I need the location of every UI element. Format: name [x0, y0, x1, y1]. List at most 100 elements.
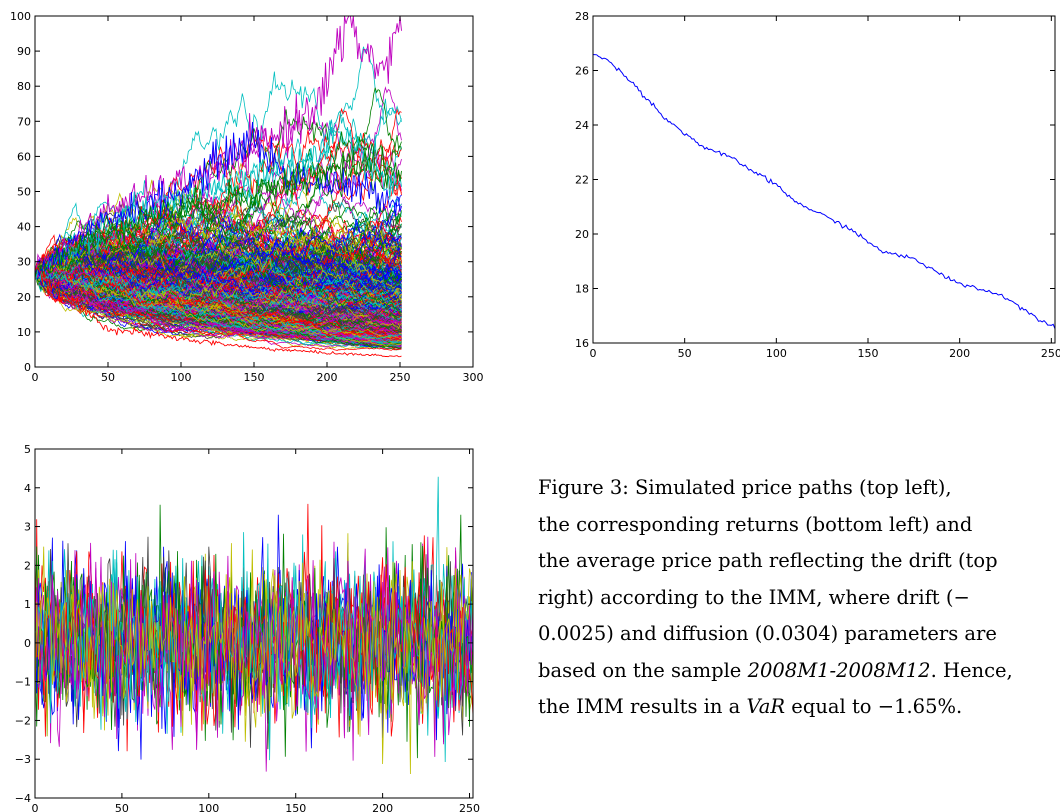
x-tick-label: 150 — [285, 802, 306, 812]
y-tick-label: 2 — [24, 559, 31, 572]
y-tick-label: −1 — [15, 676, 31, 689]
y-tick-label: 30 — [17, 256, 31, 269]
y-tick-label: 28 — [575, 10, 589, 23]
caption-line: the average price path reflecting the dr… — [538, 543, 1060, 580]
caption-segment: 0.0025) and diffusion (0.0304) parameter… — [538, 622, 997, 645]
caption-segment: the IMM results in a — [538, 695, 747, 718]
y-tick-label: 4 — [24, 482, 31, 495]
x-tick-label: 250 — [1041, 347, 1060, 360]
x-tick-label: 0 — [590, 347, 597, 360]
caption-line: based on the sample 2008M1-2008M12. Henc… — [538, 653, 1060, 690]
y-tick-label: 18 — [575, 283, 589, 296]
price-path-line — [34, 110, 402, 280]
plot-area — [593, 54, 1056, 329]
y-tick-label: 100 — [10, 10, 31, 23]
caption-line: Figure 3: Simulated price paths (top lef… — [538, 470, 1060, 507]
x-tick-label: 100 — [766, 347, 787, 360]
y-tick-label: 1 — [24, 598, 31, 611]
caption-segment: − — [953, 585, 970, 609]
y-tick-label: 10 — [17, 326, 31, 339]
axes: 0 50 100 150 200 250 −4 −3 −2 −1 0 1 2 3 4 5 — [15, 443, 480, 812]
y-tick-label: −4 — [15, 792, 31, 805]
price-path-line — [34, 244, 402, 309]
caption-segment: the corresponding returns (bottom left) … — [538, 512, 973, 536]
price-path-line — [34, 180, 402, 285]
x-tick-label: 100 — [171, 371, 192, 384]
y-tick-label: 70 — [17, 115, 31, 128]
y-tick-label: 20 — [17, 291, 31, 304]
x-tick-label: 50 — [678, 347, 692, 360]
price-path-line — [34, 256, 402, 311]
price-path-line — [34, 168, 402, 283]
y-tick-label: 60 — [17, 150, 31, 163]
price-path-line — [34, 248, 402, 316]
y-tick-label: 26 — [575, 65, 589, 78]
axes: 0 50 100 150 200 250 300 0 10 20 30 40 50 60 70 80 90 100 — [10, 10, 484, 384]
x-tick-label: 150 — [858, 347, 879, 360]
price-path-line — [34, 270, 402, 340]
price-path-line — [34, 146, 402, 278]
x-tick-label: 50 — [101, 371, 115, 384]
caption-segment: . Hence, — [930, 658, 1013, 682]
y-tick-label: −2 — [15, 714, 31, 727]
x-tick-label: 300 — [463, 371, 484, 384]
return-series-line — [34, 542, 474, 761]
axes-frame — [34, 448, 474, 799]
caption-segment: VaR — [746, 695, 786, 718]
caption-segment: equal to −1.65%. — [785, 695, 963, 718]
y-tick-label: 3 — [24, 521, 31, 534]
price-path-line — [34, 215, 402, 287]
y-tick-label: 0 — [24, 361, 31, 374]
price-path-line — [34, 270, 402, 335]
average-price-chart: 0 50 100 150 200 250 16 18 20 22 24 26 28 — [575, 10, 1060, 360]
price-path-line — [34, 267, 402, 358]
y-tick-label: 20 — [575, 228, 589, 241]
caption-line: the corresponding returns (bottom left) … — [538, 507, 1060, 544]
y-tick-label: 5 — [24, 443, 31, 456]
return-series-line — [34, 537, 474, 760]
y-tick-label: −3 — [15, 753, 31, 766]
y-tick-label: 0 — [24, 637, 31, 650]
caption-segment: based on the sample — [538, 658, 748, 682]
caption-segment: Figure 3: Simulated price paths (top lef… — [538, 476, 952, 499]
x-tick-label: 200 — [372, 802, 393, 812]
figure-caption: Figure 3: Simulated price paths (top lef… — [538, 470, 1060, 812]
price-path-line — [34, 266, 402, 343]
plot-area — [34, 15, 402, 358]
x-tick-label: 250 — [390, 371, 411, 384]
y-tick-label: 40 — [17, 221, 31, 234]
price-path-line — [34, 194, 402, 295]
price-path-line — [34, 242, 402, 305]
price-path-line — [34, 273, 402, 351]
price-path-line — [34, 262, 402, 340]
returns-chart: 0 50 100 150 200 250 −4 −3 −2 −1 0 1 2 3 4 5 — [15, 443, 480, 812]
price-path-line — [34, 247, 402, 347]
axes-frame — [592, 15, 1056, 344]
caption-line: right) according to the IMM, where drift… — [538, 580, 1060, 617]
y-tick-label: 24 — [575, 119, 589, 132]
price-path-line — [34, 265, 402, 323]
y-tick-label: 90 — [17, 45, 31, 58]
x-tick-label: 200 — [317, 371, 338, 384]
x-tick-label: 250 — [459, 802, 480, 812]
x-tick-label: 150 — [244, 371, 265, 384]
price-path-line — [34, 266, 402, 323]
x-tick-label: 0 — [32, 802, 39, 812]
caption-segment: 2008M1-2008M12 — [747, 658, 931, 682]
caption-segment: the average price path reflecting the dr… — [538, 549, 998, 572]
price-path-line — [34, 264, 402, 347]
plot-area — [34, 476, 474, 775]
axes: 0 50 100 150 200 250 16 18 20 22 24 26 28 — [575, 10, 1060, 360]
return-series-line — [34, 543, 474, 765]
x-tick-label: 0 — [32, 371, 39, 384]
y-tick-label: 16 — [575, 337, 589, 350]
caption-line: 0.0025) and diffusion (0.0304) parameter… — [538, 616, 1060, 653]
price-path-line — [35, 235, 402, 293]
x-tick-label: 50 — [115, 802, 129, 812]
y-tick-label: 50 — [17, 186, 31, 199]
y-tick-label: 80 — [17, 80, 31, 93]
price-path-line — [34, 251, 402, 293]
x-tick-label: 100 — [198, 802, 219, 812]
average-price-line — [593, 54, 1056, 329]
